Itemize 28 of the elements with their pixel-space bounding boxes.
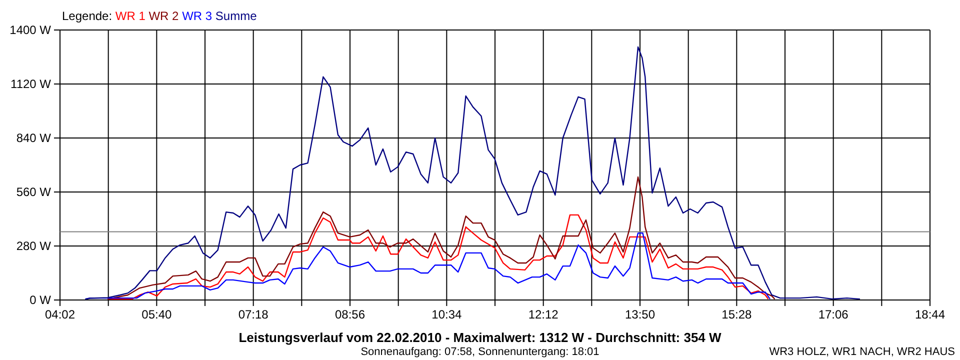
x-tick-label: 04:02 <box>44 308 76 322</box>
text: Summe <box>215 9 258 23</box>
text: WR3 HOLZ, WR1 NACH, WR2 HAUS <box>769 346 955 358</box>
y-tick-label: 840 W <box>16 130 52 145</box>
y-tick-label: 0 W <box>30 292 52 307</box>
x-tick-label: 07:18 <box>238 308 269 322</box>
text: Leistungsverlauf vom 22.02.2010 - Maximalwert: 1312 W - Durchschnitt: 354 W <box>238 330 722 345</box>
x-tick-label: 18:44 <box>914 308 946 322</box>
x-tick-label: 13:50 <box>624 308 656 322</box>
text: Sonnenaufgang: 07:58, Sonnenuntergang: 18:01 <box>360 346 600 358</box>
y-tick-label: 1400 W <box>10 22 52 37</box>
y-tick-label: 1120 W <box>10 76 52 91</box>
x-tick-label: 05:40 <box>142 308 172 322</box>
x-tick-label: 12:12 <box>528 308 559 322</box>
x-tick-label: 10:34 <box>432 308 462 322</box>
x-tick-label: 08:56 <box>334 308 366 322</box>
x-tick-label: 15:28 <box>722 308 752 322</box>
y-tick-label: 560 W <box>16 184 52 199</box>
y-tick-label: 280 W <box>16 238 52 253</box>
line-series <box>107 214 769 300</box>
text: WR 2 <box>148 9 180 23</box>
line-series <box>84 46 861 300</box>
line-series <box>107 176 776 300</box>
legend-title: Legende: <box>62 9 116 23</box>
text: WR 1 <box>115 9 146 23</box>
text: WR 3 <box>182 9 212 23</box>
line-series <box>84 232 771 300</box>
x-tick-label: 17:06 <box>818 308 849 322</box>
